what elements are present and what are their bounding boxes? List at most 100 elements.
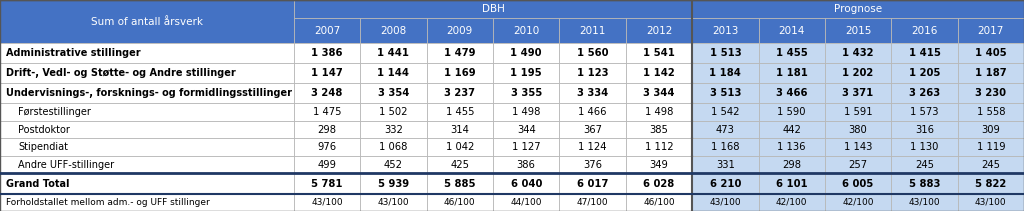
Text: 2017: 2017 [978,26,1004,36]
Bar [0,173,294,194]
Bar [427,63,493,83]
Bar [957,103,1024,121]
Text: Sum of antall årsverk: Sum of antall årsverk [91,17,203,27]
Bar [891,156,957,173]
Bar [360,83,427,103]
Text: Undervisnings-, forsknings- og formidlingsstillinger: Undervisnings-, forsknings- og formidlin… [6,88,292,98]
Bar [626,121,692,138]
Text: DBH: DBH [481,4,505,14]
Bar [891,63,957,83]
Text: 46/100: 46/100 [444,198,475,207]
Bar [692,138,759,156]
Text: 332: 332 [384,125,402,135]
Text: 2010: 2010 [513,26,540,36]
Text: 6 101: 6 101 [776,179,808,189]
Text: 1 490: 1 490 [510,48,542,58]
Text: 1 466: 1 466 [579,107,607,117]
Bar [493,18,559,43]
Bar [0,121,294,138]
Bar [891,18,957,43]
Bar [360,156,427,173]
Bar [559,138,626,156]
Bar [427,194,493,211]
Text: 1 205: 1 205 [908,68,940,78]
Bar [559,121,626,138]
Bar [360,43,427,63]
Bar [957,103,1024,121]
Text: 2007: 2007 [314,26,340,36]
Bar [427,156,493,173]
Bar [493,83,559,103]
Bar [360,83,427,103]
Text: 1 573: 1 573 [910,107,939,117]
Text: 3 371: 3 371 [843,88,873,98]
Text: 43/100: 43/100 [710,198,741,207]
Text: 3 344: 3 344 [643,88,675,98]
Bar [626,194,692,211]
Bar [559,138,626,156]
Bar [957,83,1024,103]
Bar [957,121,1024,138]
Text: 331: 331 [716,160,735,170]
Bar [692,194,759,211]
Bar [957,173,1024,194]
Text: 43/100: 43/100 [908,198,940,207]
Bar [957,194,1024,211]
Text: 2008: 2008 [380,26,407,36]
Text: 43/100: 43/100 [311,198,343,207]
Bar [427,103,493,121]
Bar [759,63,825,83]
Text: 2014: 2014 [778,26,805,36]
Bar [427,83,493,103]
Bar [559,173,626,194]
Text: 6 028: 6 028 [643,179,675,189]
Bar [559,121,626,138]
Text: 3 513: 3 513 [710,88,741,98]
Text: 1 142: 1 142 [643,68,675,78]
Text: 349: 349 [649,160,669,170]
Text: 2009: 2009 [446,26,473,36]
Bar [957,63,1024,83]
Bar [626,156,692,173]
Bar [0,121,294,138]
Bar [957,121,1024,138]
Bar [0,194,294,211]
Bar [692,63,759,83]
Text: 1 455: 1 455 [445,107,474,117]
Bar [559,43,626,63]
Bar [891,173,957,194]
Bar [692,121,759,138]
Bar [559,83,626,103]
Text: 3 334: 3 334 [577,88,608,98]
Bar [957,138,1024,156]
Bar [825,43,891,63]
Text: 1 130: 1 130 [910,142,939,152]
Bar [0,43,294,63]
Text: 367: 367 [583,125,602,135]
Bar [427,173,493,194]
Bar [825,194,891,211]
Bar [360,103,427,121]
Text: 3 230: 3 230 [975,88,1007,98]
Bar [626,43,692,63]
Bar [427,156,493,173]
Bar [360,138,427,156]
Bar [559,43,626,63]
Bar [692,63,759,83]
Text: 1 502: 1 502 [379,107,408,117]
Text: 452: 452 [384,160,403,170]
Text: 1 479: 1 479 [444,48,475,58]
Bar [759,156,825,173]
Bar [0,194,294,211]
Text: 1 415: 1 415 [908,48,940,58]
Text: 442: 442 [782,125,801,135]
Bar [493,173,559,194]
Bar [427,173,493,194]
Bar [360,138,427,156]
Text: 5 939: 5 939 [378,179,409,189]
Text: 1 119: 1 119 [977,142,1006,152]
Text: 380: 380 [849,125,867,135]
Bar [360,18,427,43]
Bar [957,18,1024,43]
Text: 42/100: 42/100 [776,198,808,207]
